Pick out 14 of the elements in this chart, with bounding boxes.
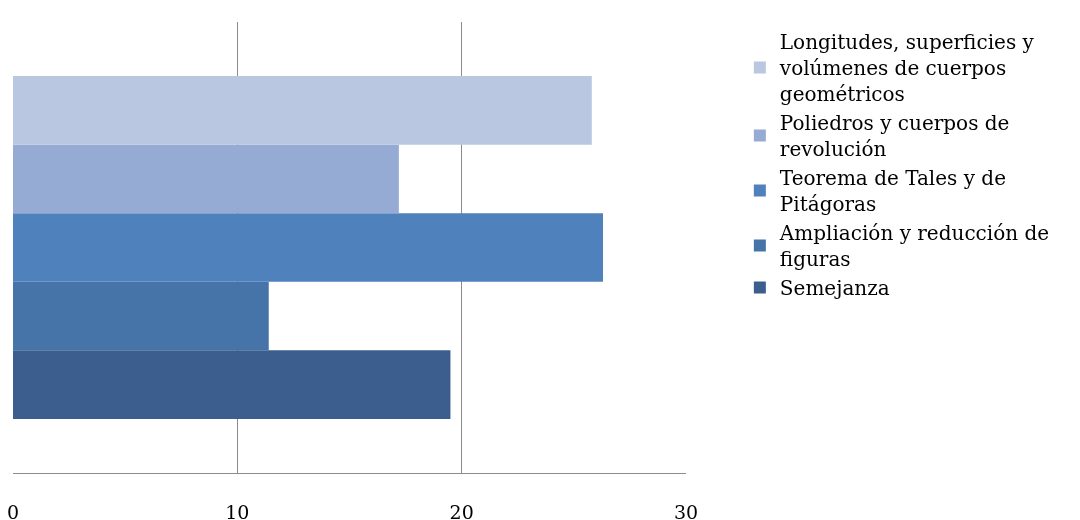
x-tick-label: 30: [673, 500, 699, 520]
bar: [13, 144, 399, 214]
x-tick-label: 0: [6, 500, 20, 520]
bar: [13, 281, 269, 351]
x-tick-label: 10: [225, 500, 250, 520]
legend-label: Poliedros y cuerpos de revolución: [779, 111, 1010, 162]
legend-label: Semejanza: [779, 276, 890, 301]
legend-label: Teorema de Tales y de Pitágoras: [779, 166, 1007, 217]
bar: [13, 350, 451, 419]
bar: [13, 76, 592, 145]
x-tick-label: 20: [449, 500, 474, 520]
legend-label: Longitudes, superficies y volúmenes de cuerpos geométricos: [778, 30, 1035, 107]
bar: [13, 213, 603, 282]
legend-label: Ampliación y reducción de figuras: [778, 221, 1050, 272]
